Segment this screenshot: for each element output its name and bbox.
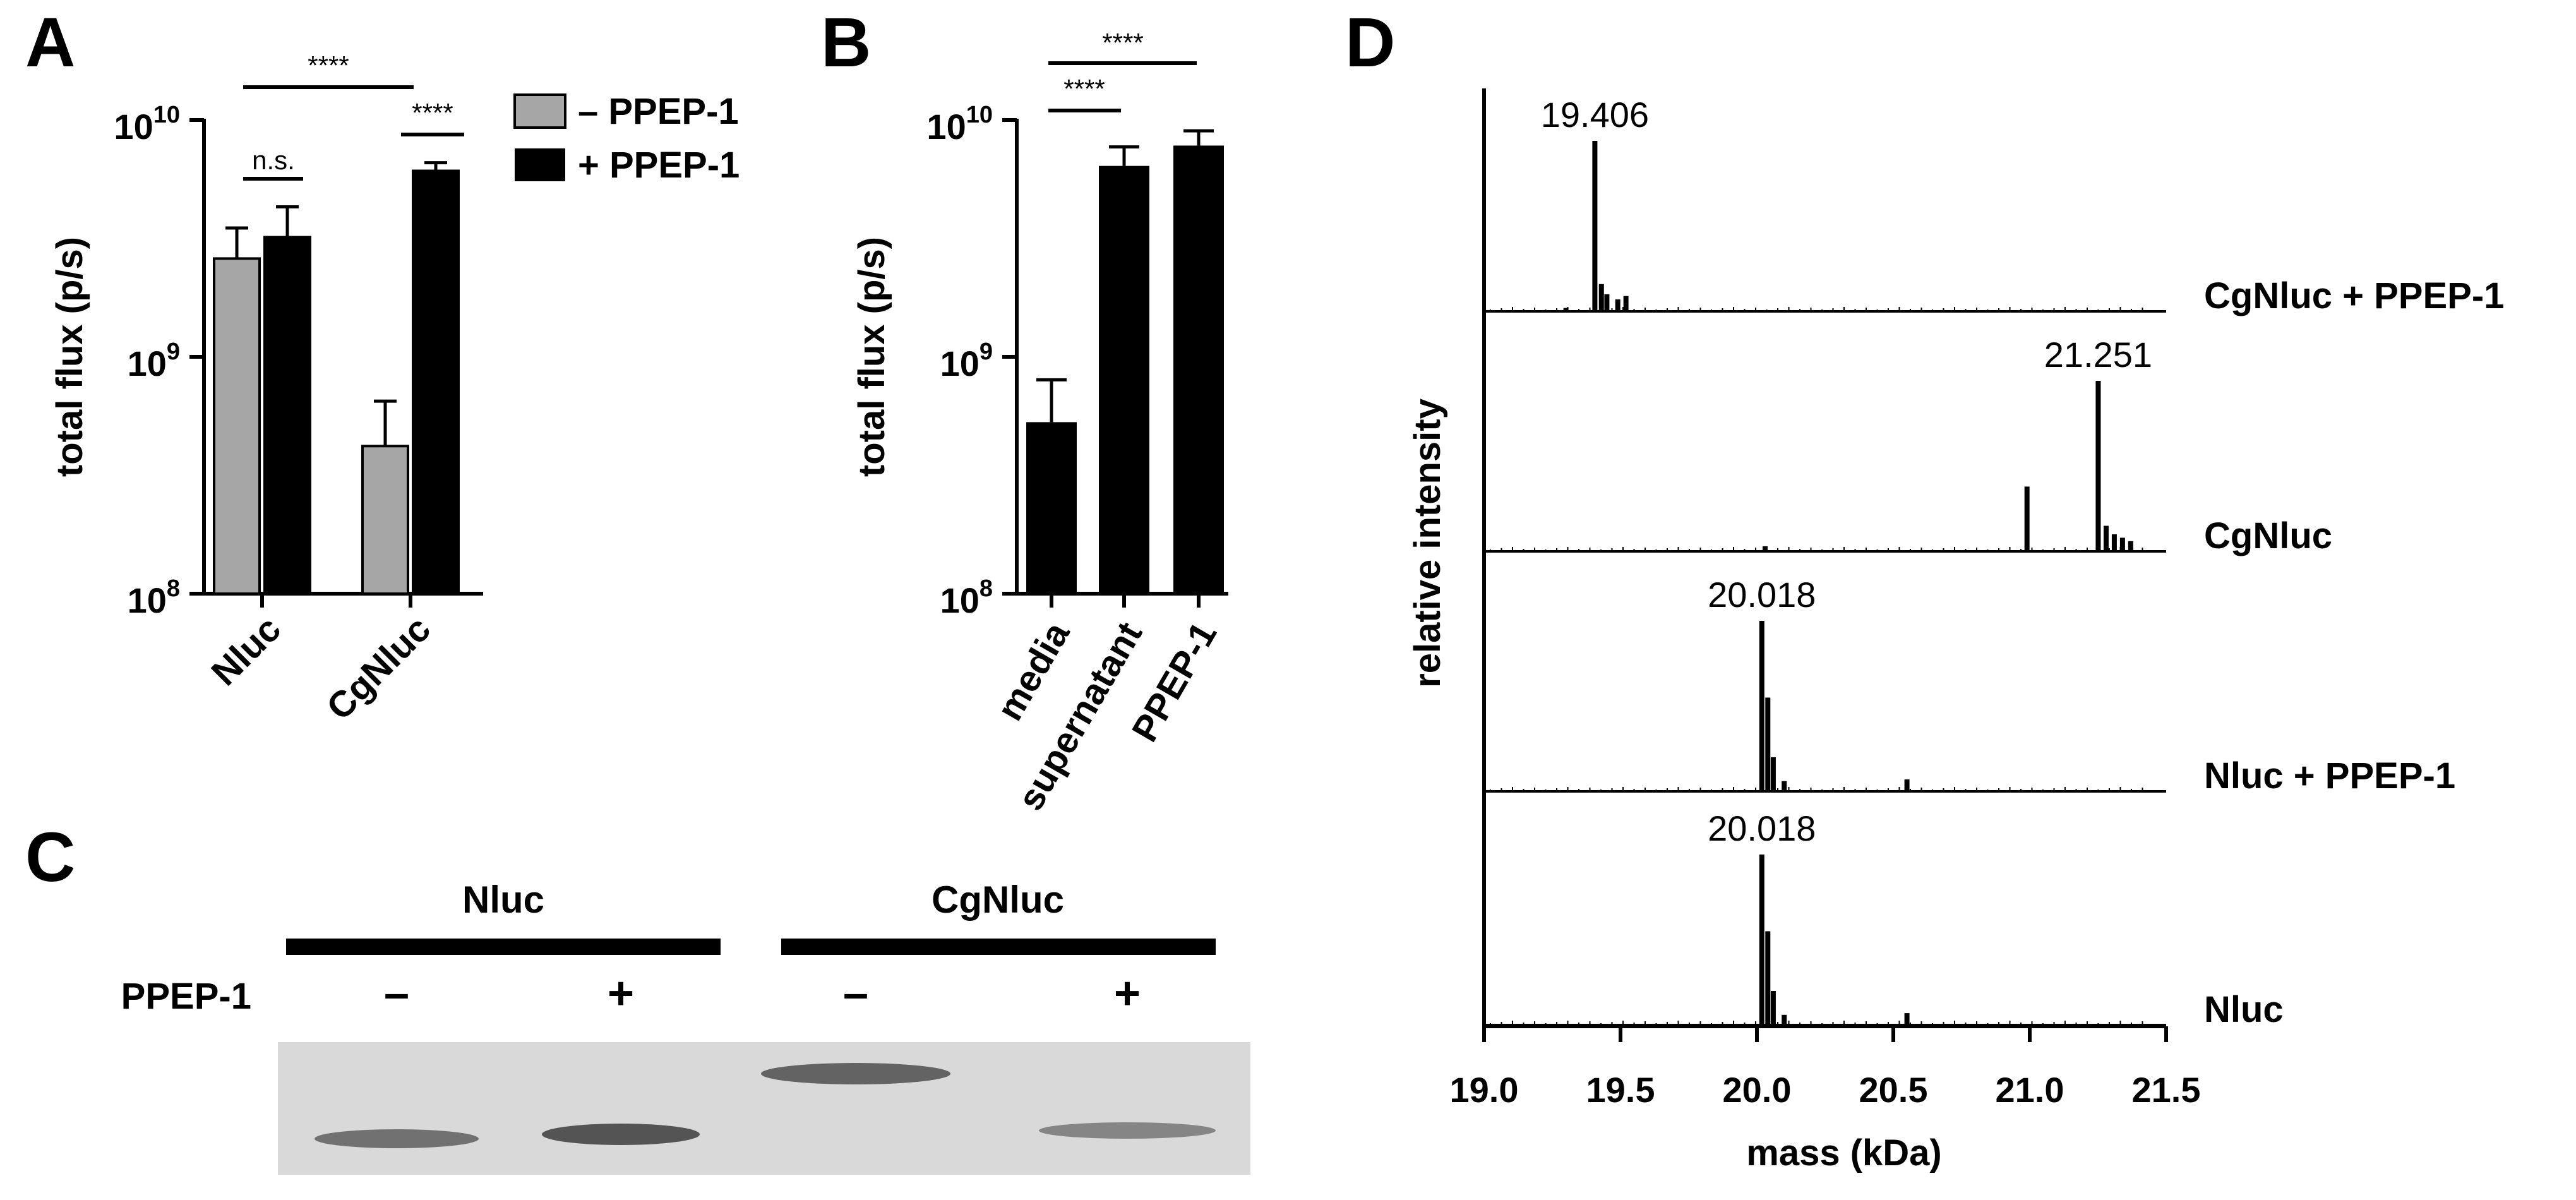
spectrum-peak: [1563, 308, 1569, 311]
bar-plus-ppep1: [263, 236, 311, 595]
bar: [1026, 422, 1077, 594]
significance-label-stars: ****: [1063, 74, 1105, 104]
panel-b-y-axis-label: total flux (p/s): [851, 237, 892, 477]
spectrum-series-label: CgNluc: [2204, 515, 2332, 556]
y-tick-label-1e9: 109: [940, 339, 993, 383]
spectrum-peak: [1770, 991, 1776, 1025]
x-tick-label: 19.0: [1450, 1070, 1519, 1110]
spectrum-peak: [1770, 757, 1776, 791]
peak-mass-label: 19.406: [1541, 95, 1649, 135]
spectrum-noise: [1490, 1021, 2143, 1025]
spectrum-peak: [2095, 381, 2101, 551]
panel-c-label: C: [25, 819, 75, 896]
gel-row-label: PPEP-1: [121, 976, 251, 1017]
gel-group-label-nluc: Nluc: [462, 879, 544, 921]
spectrum-noise: [1490, 307, 2143, 311]
legend-swatch-minus: [513, 93, 566, 129]
gel-lane-sign: –: [843, 968, 868, 1019]
panel-a-y-ticks: 108 109 1010: [114, 102, 204, 620]
spectrum-peak: [2103, 525, 2109, 551]
spectrum-peak: [2111, 534, 2117, 551]
bar-minus-ppep1: [213, 257, 261, 595]
peak-mass-label: 20.018: [1708, 808, 1816, 848]
panel-d-spectra: 19.406 CgNluc + PPEP-1 21.251 CgNluc 20.018 N…: [1484, 95, 2504, 1030]
panel-b-y-ticks: 108 109 1010: [926, 102, 1017, 620]
spectrum-peak: [1759, 621, 1764, 791]
y-tick-label-1e10: 1010: [114, 102, 180, 147]
spectrum-noise: [1490, 547, 2143, 551]
bar: [1173, 145, 1224, 594]
panel-a-label: A: [25, 4, 75, 81]
significance-label-stars: ****: [412, 98, 453, 128]
panel-d-x-axis-label: mass (kDa): [1746, 1132, 1941, 1173]
x-tick-label-nluc: Nluc: [203, 608, 289, 693]
panel-d-label: D: [1345, 4, 1395, 81]
spectrum-noise: [1490, 787, 2143, 791]
gel-group-bar-cgnluc: [781, 939, 1216, 955]
y-tick-label-1e8: 108: [128, 575, 180, 620]
gel-image-background: [278, 1042, 1250, 1175]
x-tick-label: 21.5: [2132, 1070, 2201, 1110]
gel-band: [761, 1063, 950, 1084]
legend-swatch-plus: [515, 148, 565, 181]
spectrum-peak: [1598, 284, 1604, 311]
x-tick-label-cgnluc: CgNluc: [319, 608, 439, 728]
bar-plus-ppep1: [412, 169, 460, 596]
peak-mass-label: 20.018: [1708, 575, 1816, 615]
y-tick-label-1e10: 1010: [926, 102, 993, 147]
spectrum-peak: [2119, 537, 2125, 551]
panel-a-legend: – PPEP-1 + PPEP-1: [513, 91, 740, 186]
gel-band: [315, 1129, 479, 1148]
panel-a-bars: [213, 161, 460, 596]
gel-band: [1039, 1122, 1216, 1139]
panel-a-y-axis-label: total flux (p/s): [49, 237, 90, 477]
gel-group-bar-nluc: [286, 939, 721, 955]
significance-label-stars: ****: [308, 51, 349, 80]
panel-d-y-axis-label: relative intensity: [1407, 399, 1448, 688]
panel-b-bar-chart: B total flux (p/s) 108 109 1010 media su…: [821, 4, 1228, 817]
x-tick-label: 20.5: [1859, 1070, 1928, 1110]
panel-a-bar-chart: A total flux (p/s) 108 109 1010 Nluc CgN…: [25, 4, 740, 728]
significance-label-stars: ****: [1102, 28, 1143, 57]
legend-label-minus: – PPEP-1: [578, 91, 739, 132]
significance-label-ns: n.s.: [252, 145, 295, 175]
panel-b-label: B: [821, 4, 871, 81]
x-tick-label: 19.5: [1586, 1070, 1655, 1110]
spectrum-peak: [1615, 299, 1620, 311]
gel-lane-sign: +: [608, 968, 634, 1019]
spectrum-peak: [1592, 141, 1598, 311]
gel-group-label-cgnluc: CgNluc: [932, 879, 1064, 921]
spectrum-peak: [1604, 294, 1610, 311]
spectrum-peak: [1759, 855, 1764, 1025]
gel-lane-sign: +: [1114, 968, 1141, 1019]
spectrum-series-label: Nluc: [2204, 989, 2284, 1030]
spectrum-peak: [1765, 697, 1771, 791]
spectrum-peak: [1782, 781, 1787, 791]
spectrum-peak: [1765, 931, 1771, 1025]
bar-minus-ppep1: [361, 445, 409, 595]
y-tick-label-1e9: 109: [128, 339, 180, 383]
spectrum-peak: [1782, 1014, 1787, 1025]
spectrum-series-label: CgNluc + PPEP-1: [2204, 275, 2504, 316]
bar: [1099, 165, 1149, 594]
x-tick-label: 21.0: [1996, 1070, 2064, 1110]
gel-lane-sign: –: [384, 968, 409, 1019]
y-tick-label-1e8: 108: [940, 575, 993, 620]
spectrum-peak: [2024, 486, 2030, 551]
panel-d-x-ticks: 19.0 19.5 20.0 20.5 21.0 21.5: [1450, 1026, 2201, 1110]
panel-d-mass-spectra: D relative intensity 19.0 19.5 20.0 20.5 21.…: [1345, 4, 2504, 1173]
spectrum-peak: [2128, 541, 2133, 551]
spectrum-peak: [1904, 1013, 1910, 1025]
spectrum-peak: [1904, 779, 1910, 791]
legend-label-plus: + PPEP-1: [578, 145, 740, 186]
peak-mass-label: 21.251: [2044, 335, 2152, 375]
panel-b-bars: [1026, 129, 1224, 594]
spectrum-series-label: Nluc + PPEP-1: [2204, 755, 2455, 796]
spectrum-peak: [1762, 546, 1768, 551]
panel-c-gel: C Nluc CgNluc PPEP-1 – + – +: [25, 819, 1250, 1175]
x-tick-label: 20.0: [1723, 1070, 1792, 1110]
gel-band: [542, 1124, 700, 1145]
spectrum-peak: [1623, 296, 1629, 311]
